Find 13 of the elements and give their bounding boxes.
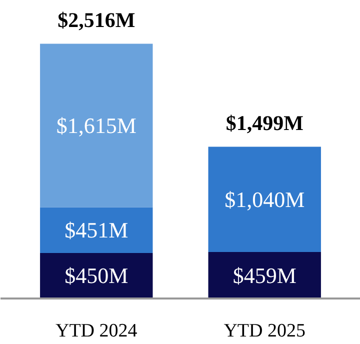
x-tick-label: YTD 2025: [224, 320, 306, 342]
bar: [40, 44, 153, 208]
bar: [208, 252, 321, 298]
total-label: $2,516M: [58, 8, 136, 32]
data-label: $450M: [64, 263, 128, 288]
data-label: $459M: [232, 262, 296, 288]
total-label: $1,499M: [226, 110, 304, 135]
data-label: $1,040M: [224, 186, 305, 212]
data-label: $1,615M: [56, 113, 136, 138]
bar: [208, 146, 321, 252]
bar: [40, 207, 153, 253]
data-label: $451M: [64, 218, 128, 243]
x-tick-label: YTD 2024: [55, 320, 138, 342]
